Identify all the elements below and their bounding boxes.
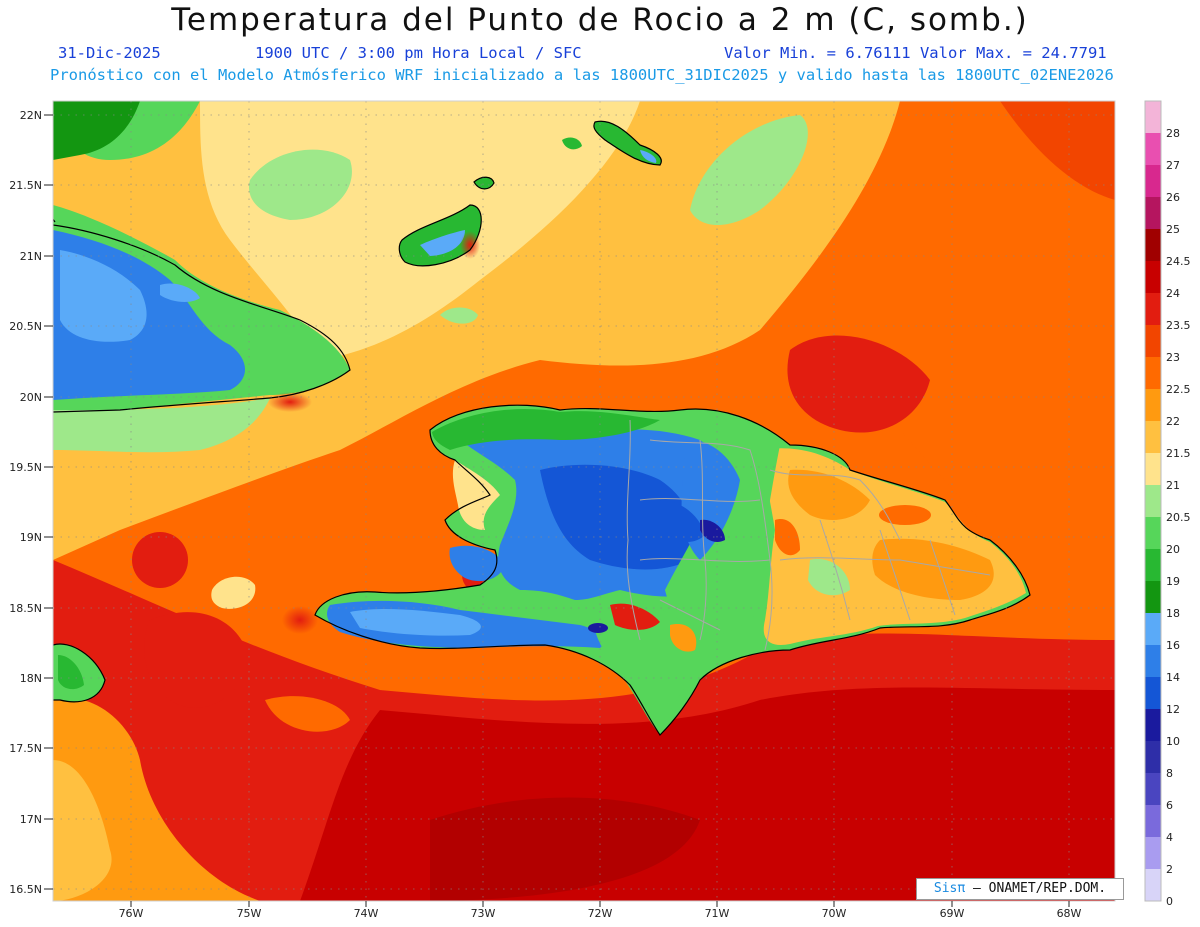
colorbar-label: 23.5: [1166, 319, 1191, 332]
colorbar-label: 6: [1166, 799, 1173, 812]
colorbar-swatch: [1145, 293, 1161, 326]
colorbar-swatch: [1145, 261, 1161, 294]
lat-label: 18N: [20, 672, 42, 685]
colorbar-swatch: [1145, 517, 1161, 550]
dewpoint-field: [53, 101, 1115, 901]
colorbar-swatch: [1145, 165, 1161, 198]
longitude-labels: 76W 75W 74W 73W 72W 71W 70W 69W 68W: [119, 907, 1082, 920]
colorbar-swatch: [1145, 549, 1161, 582]
colorbar-label: 16: [1166, 639, 1180, 652]
latitude-labels: 22N 21.5N 21N 20.5N 20N 19.5N 19N 18.5N …: [9, 109, 42, 896]
lon-label: 75W: [237, 907, 262, 920]
lon-label: 69W: [940, 907, 965, 920]
colorbar-label: 23: [1166, 351, 1180, 364]
colorbar-swatch: [1145, 581, 1161, 614]
lat-label: 22N: [20, 109, 42, 122]
colorbar-label: 8: [1166, 767, 1173, 780]
colorbar-label: 10: [1166, 735, 1180, 748]
colorbar-label: 20: [1166, 543, 1180, 556]
colorbar-label: 24.5: [1166, 255, 1191, 268]
colorbar-label: 28: [1166, 127, 1180, 140]
colorbar-swatch: [1145, 421, 1161, 454]
lon-label: 74W: [354, 907, 379, 920]
graticule: [53, 101, 1115, 901]
colorbar-swatch: [1145, 613, 1161, 646]
colorbar-label: 12: [1166, 703, 1180, 716]
colorbar-swatch: [1145, 485, 1161, 518]
model-info: Pronóstico con el Modelo Atmósferico WRF…: [50, 66, 1114, 84]
colorbar-swatch: [1145, 773, 1161, 806]
colorbar-swatch: [1145, 133, 1161, 166]
colorbar-label: 22.5: [1166, 383, 1191, 396]
colorbar-swatch: [1145, 101, 1161, 134]
colorbar-swatch: [1145, 453, 1161, 486]
colorbar-swatch: [1145, 197, 1161, 230]
colorbar-label: 22: [1166, 415, 1180, 428]
lat-label: 20N: [20, 391, 42, 404]
forecast-date: 31-Dic-2025: [58, 44, 161, 62]
colorbar-label: 19: [1166, 575, 1180, 588]
colorbar-label: 21: [1166, 479, 1180, 492]
colorbar-swatch: [1145, 357, 1161, 390]
lat-label: 17N: [20, 813, 42, 826]
lat-label: 16.5N: [9, 883, 42, 896]
map-title: Temperatura del Punto de Rocio a 2 m (C,…: [171, 2, 1029, 38]
credit-box: Sisπ – ONAMET/REP.DOM.: [916, 878, 1124, 900]
forecast-time: 1900 UTC / 3:00 pm Hora Local / SFC: [255, 44, 582, 62]
colorbar-label: 2: [1166, 863, 1173, 876]
lon-label: 76W: [119, 907, 144, 920]
lon-label: 71W: [705, 907, 730, 920]
colorbar-swatch: [1145, 677, 1161, 710]
colorbar-label: 4: [1166, 831, 1173, 844]
value-range: Valor Min. = 6.76111 Valor Max. = 24.779…: [724, 44, 1107, 62]
lat-label: 21.5N: [9, 179, 42, 192]
colorbar-swatch: [1145, 389, 1161, 422]
colorbar-swatch: [1145, 869, 1161, 902]
lon-label: 68W: [1057, 907, 1082, 920]
colorbar-legend: 2827262524.52423.52322.52221.52120.52019…: [1144, 100, 1191, 908]
lat-label: 19N: [20, 531, 42, 544]
sispi-logo-text: Sisπ: [933, 881, 966, 896]
lon-label: 72W: [588, 907, 613, 920]
colorbar-frame: [1144, 100, 1162, 902]
colorbar-swatch: [1145, 741, 1161, 774]
coastlines: [53, 120, 1031, 736]
colorbar-label: 21.5: [1166, 447, 1191, 460]
lat-label: 21N: [20, 250, 42, 263]
lat-label: 17.5N: [9, 742, 42, 755]
colorbar-label: 24: [1166, 287, 1180, 300]
colorbar-swatch: [1145, 229, 1161, 262]
lat-label: 18.5N: [9, 602, 42, 615]
colorbar-label: 18: [1166, 607, 1180, 620]
lat-label: 19.5N: [9, 461, 42, 474]
lon-label: 73W: [471, 907, 496, 920]
colorbar-label: 27: [1166, 159, 1180, 172]
colorbar-label: 26: [1166, 191, 1180, 204]
colorbar-label: 0: [1166, 895, 1173, 908]
colorbar-label: 14: [1166, 671, 1180, 684]
lon-label: 70W: [822, 907, 847, 920]
colorbar-swatch: [1145, 645, 1161, 678]
province-borders: [626, 419, 991, 651]
colorbar-swatch: [1145, 837, 1161, 870]
colorbar-label: 25: [1166, 223, 1180, 236]
credit-text: – ONAMET/REP.DOM.: [965, 881, 1107, 896]
colorbar-swatch: [1145, 325, 1161, 358]
lat-label: 20.5N: [9, 320, 42, 333]
colorbar-label: 20.5: [1166, 511, 1191, 524]
colorbar-swatch: [1145, 709, 1161, 742]
colorbar-swatch: [1145, 805, 1161, 838]
